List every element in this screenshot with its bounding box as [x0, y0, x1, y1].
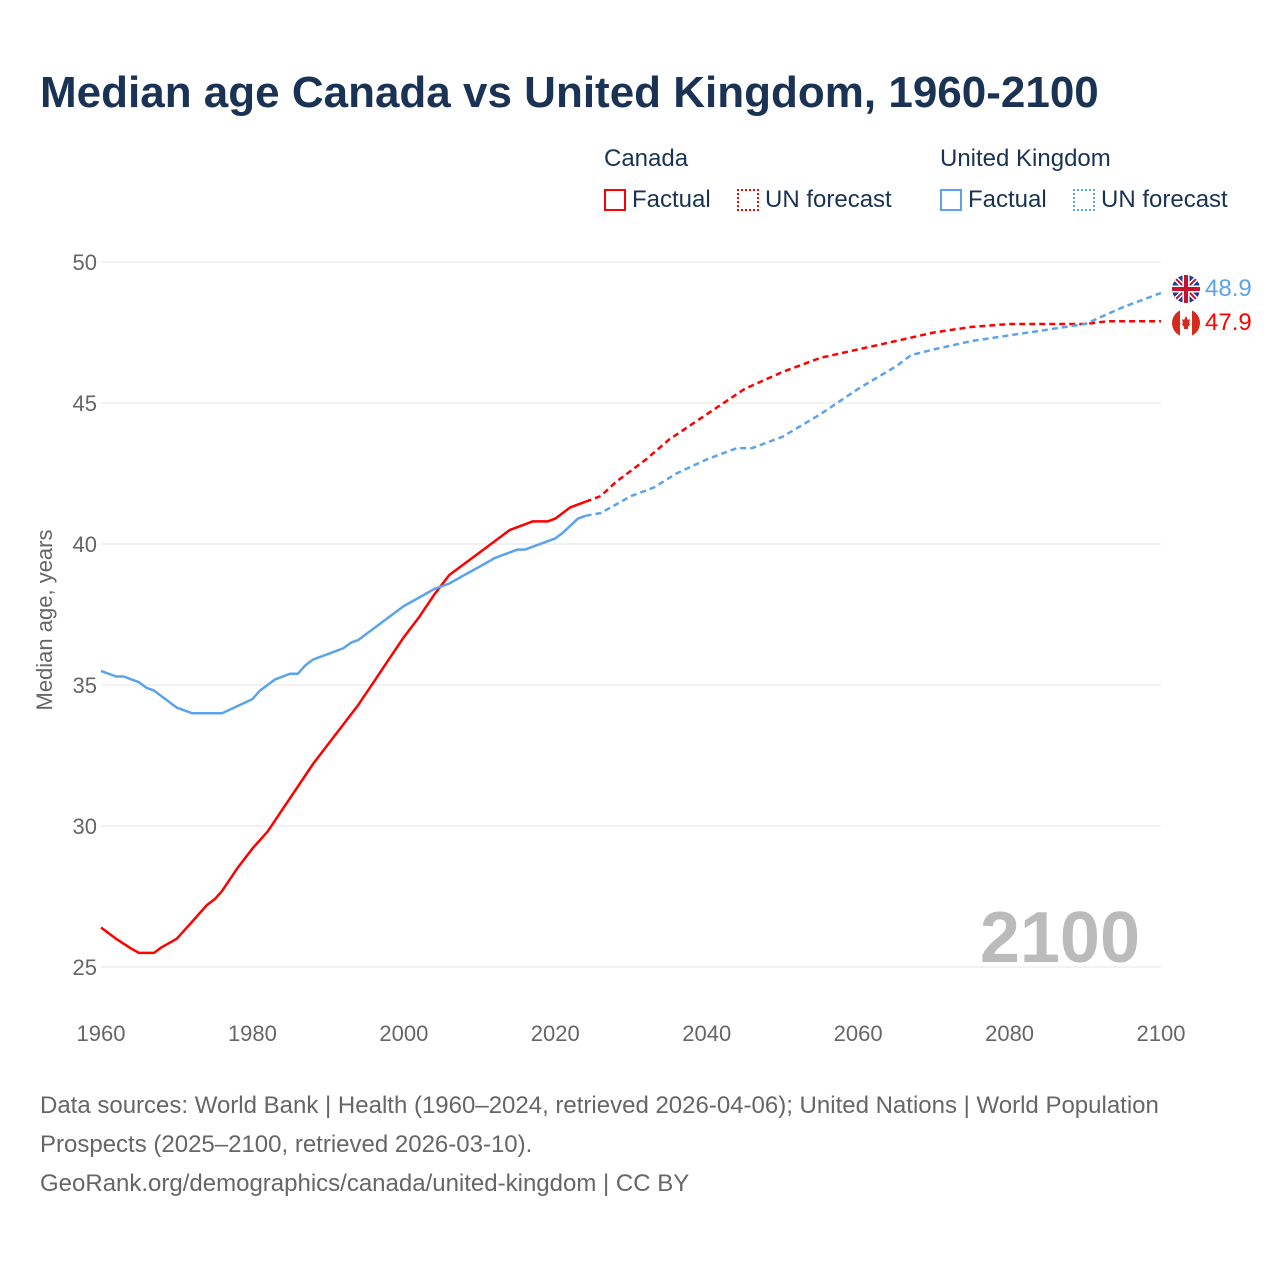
- x-tick-label: 2060: [834, 1021, 883, 1046]
- legend-group-uk: United Kingdom: [940, 145, 1111, 172]
- canada-flag-icon: [1172, 309, 1200, 337]
- chart-title: Median age Canada vs United Kingdom, 196…: [40, 68, 1099, 117]
- x-tick-label: 2080: [985, 1021, 1034, 1046]
- year-overlay: 2100: [980, 898, 1140, 978]
- source-link[interactable]: GeoRank.org/demographics/canada/united-k…: [40, 1170, 690, 1197]
- data-sources: Data sources: World Bank | Health (1960–…: [40, 1092, 1159, 1158]
- legend-swatch: [604, 189, 626, 211]
- legend-uk-forecast[interactable]: UN forecast: [1073, 186, 1228, 214]
- legend-uk-factual[interactable]: Factual: [940, 186, 1047, 214]
- legend-label: Factual: [632, 186, 711, 213]
- y-axis-label: Median age, years: [32, 530, 57, 711]
- canada-factual-line: [100, 500, 587, 955]
- x-tick-label: 1960: [77, 1021, 126, 1046]
- x-tick-label: 2100: [1137, 1021, 1186, 1046]
- legend-label: Factual: [968, 186, 1047, 213]
- end-label-uk: 48.9: [1205, 275, 1252, 302]
- uk-forecast-line: [585, 291, 1162, 518]
- y-tick-label: 45: [73, 391, 97, 416]
- uk-flag-icon: [1172, 275, 1200, 303]
- y-tick-label: 35: [73, 673, 97, 698]
- x-tick-label: 2040: [682, 1021, 731, 1046]
- canada-forecast-line: [585, 319, 1161, 503]
- legend-canada-forecast[interactable]: UN forecast: [737, 186, 892, 214]
- y-tick-label: 30: [73, 814, 97, 839]
- uk-factual-line: [100, 514, 587, 715]
- legend-label: UN forecast: [765, 186, 892, 213]
- legend-swatch: [737, 189, 759, 211]
- legend-canada-factual[interactable]: Factual: [604, 186, 711, 214]
- x-tick-label: 2020: [531, 1021, 580, 1046]
- legend-label: UN forecast: [1101, 186, 1228, 213]
- y-tick-label: 25: [73, 955, 97, 980]
- x-tick-label: 1980: [228, 1021, 277, 1046]
- x-tick-label: 2000: [379, 1021, 428, 1046]
- end-label-canada: 47.9: [1205, 309, 1252, 336]
- legend-swatch: [1073, 189, 1095, 211]
- legend-swatch: [940, 189, 962, 211]
- footer: Data sources: World Bank | Health (1960–…: [40, 1086, 1220, 1203]
- legend-group-canada: Canada: [604, 145, 689, 172]
- y-tick-label: 50: [73, 250, 97, 275]
- y-tick-label: 40: [73, 532, 97, 557]
